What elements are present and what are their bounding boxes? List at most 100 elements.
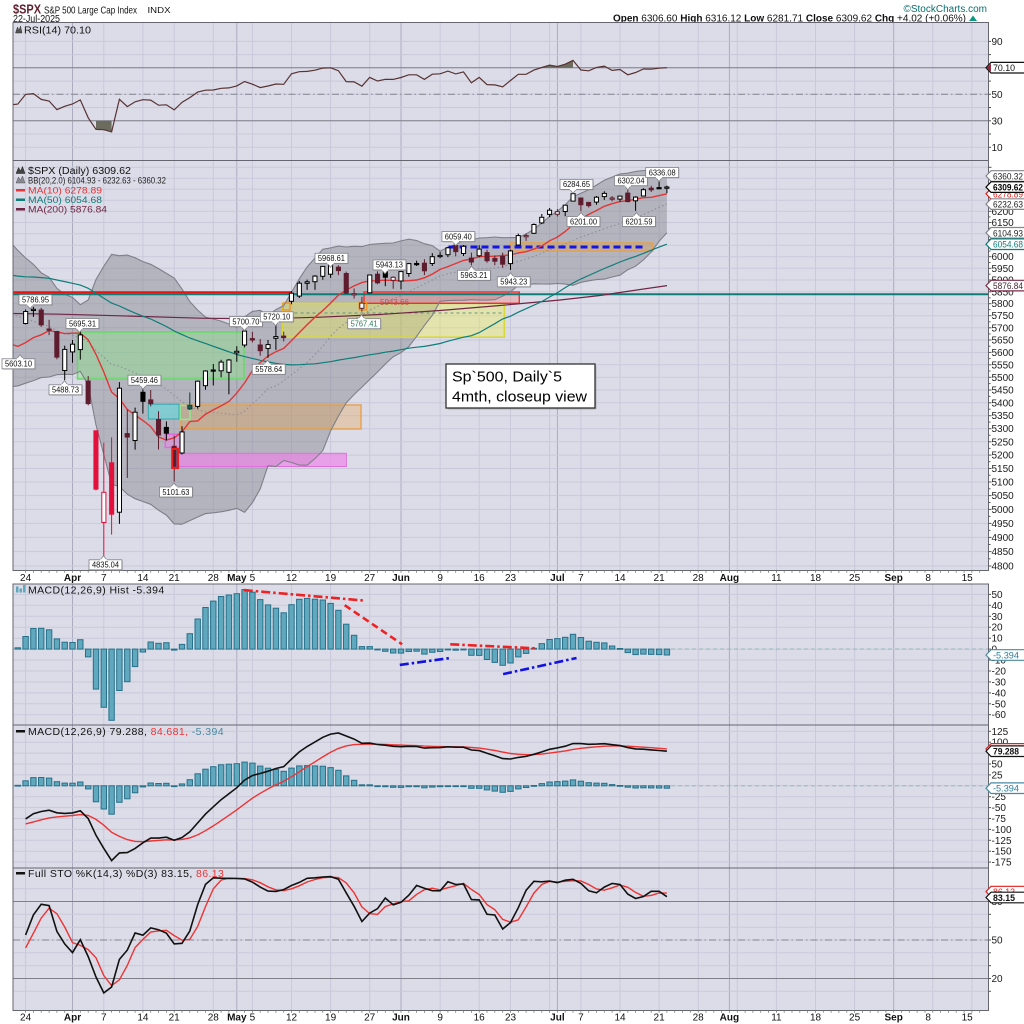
svg-text:5200: 5200 xyxy=(992,451,1015,462)
svg-text:MACD(12,26,9) Hist -5.394: MACD(12,26,9) Hist -5.394 xyxy=(28,585,165,597)
svg-text:7: 7 xyxy=(578,573,584,584)
svg-text:-75: -75 xyxy=(992,814,1007,825)
svg-text:6302.04: 6302.04 xyxy=(618,176,645,186)
svg-text:5968.61: 5968.61 xyxy=(318,253,345,263)
svg-text:5500: 5500 xyxy=(992,373,1015,384)
svg-text:19: 19 xyxy=(325,1013,337,1024)
svg-text:5963.21: 5963.21 xyxy=(460,270,487,280)
svg-text:50: 50 xyxy=(992,936,1004,947)
svg-text:5459.46: 5459.46 xyxy=(131,375,158,385)
svg-text:MA(200) 5876.84: MA(200) 5876.84 xyxy=(28,205,107,215)
svg-text:5600: 5600 xyxy=(992,348,1015,359)
svg-text:4835.04: 4835.04 xyxy=(92,560,119,570)
svg-text:4mth, closeup view: 4mth, closeup view xyxy=(452,390,588,406)
svg-text:-175: -175 xyxy=(992,858,1012,869)
svg-text:$SPX: $SPX xyxy=(13,2,41,17)
svg-text:5943.23: 5943.23 xyxy=(500,277,527,287)
svg-text:21: 21 xyxy=(654,573,666,584)
svg-text:30: 30 xyxy=(992,116,1004,127)
svg-text:5250: 5250 xyxy=(992,437,1015,448)
svg-text:27: 27 xyxy=(364,1013,376,1024)
svg-text:9: 9 xyxy=(437,1013,443,1024)
svg-text:4800: 4800 xyxy=(992,562,1015,573)
svg-text:5695.31: 5695.31 xyxy=(69,318,96,328)
svg-text:5943.13: 5943.13 xyxy=(376,260,403,270)
svg-text:28: 28 xyxy=(693,573,705,584)
svg-text:Full STO %K(14,3) %D(3) 83.15,: Full STO %K(14,3) %D(3) 83.15, 86.13 xyxy=(28,868,224,880)
svg-text:15: 15 xyxy=(962,573,974,584)
svg-text:5150: 5150 xyxy=(992,464,1015,475)
svg-text:-150: -150 xyxy=(992,847,1012,858)
svg-text:5650: 5650 xyxy=(992,336,1015,347)
svg-text:-125: -125 xyxy=(992,836,1012,847)
svg-text:6360.32: 6360.32 xyxy=(993,172,1023,182)
svg-text:4900: 4900 xyxy=(992,533,1015,544)
svg-text:Sep: Sep xyxy=(885,573,903,584)
svg-text:-5.394: -5.394 xyxy=(993,651,1019,661)
svg-text:6201.00: 6201.00 xyxy=(570,216,597,226)
svg-text:Sep: Sep xyxy=(885,1013,903,1024)
svg-text:16: 16 xyxy=(474,573,486,584)
svg-text:50: 50 xyxy=(992,590,1004,601)
svg-text:5: 5 xyxy=(250,573,256,584)
svg-text:5050: 5050 xyxy=(992,491,1015,502)
svg-text:5786.95: 5786.95 xyxy=(22,295,49,305)
svg-text:19: 19 xyxy=(325,573,337,584)
svg-text:14: 14 xyxy=(137,1013,149,1024)
svg-text:21: 21 xyxy=(169,573,181,584)
svg-text:MA(50) 6054.68: MA(50) 6054.68 xyxy=(28,195,102,205)
svg-text:-40: -40 xyxy=(992,688,1007,699)
svg-text:5000: 5000 xyxy=(992,505,1015,516)
svg-text:11: 11 xyxy=(771,1013,782,1024)
svg-text:6054.68: 6054.68 xyxy=(993,240,1023,250)
svg-text:5101.63: 5101.63 xyxy=(162,487,189,497)
svg-text:90: 90 xyxy=(992,37,1004,48)
svg-text:24: 24 xyxy=(20,1013,32,1024)
svg-text:8: 8 xyxy=(925,1013,931,1024)
svg-text:-50: -50 xyxy=(992,803,1007,814)
svg-text:May: May xyxy=(227,573,247,584)
svg-text:7: 7 xyxy=(101,573,107,584)
svg-text:5488.73: 5488.73 xyxy=(52,385,79,395)
svg-text:MA(10) 6278.89: MA(10) 6278.89 xyxy=(28,186,102,196)
svg-text:6232.63: 6232.63 xyxy=(993,200,1023,210)
svg-text:6104.93: 6104.93 xyxy=(993,228,1023,238)
svg-text:15: 15 xyxy=(962,1013,974,1024)
svg-text:25: 25 xyxy=(849,1013,861,1024)
svg-text:21: 21 xyxy=(169,1013,181,1024)
svg-text:5700: 5700 xyxy=(992,323,1015,334)
svg-text:May: May xyxy=(227,1013,247,1024)
svg-text:5800: 5800 xyxy=(992,299,1015,310)
svg-text:Jul: Jul xyxy=(550,1013,565,1024)
svg-text:50: 50 xyxy=(992,760,1004,771)
svg-text:-50: -50 xyxy=(992,699,1007,710)
svg-text:21: 21 xyxy=(654,1013,666,1024)
svg-text:-30: -30 xyxy=(992,677,1007,688)
svg-text:4950: 4950 xyxy=(992,519,1015,530)
svg-text:-60: -60 xyxy=(992,710,1007,721)
svg-text:Apr: Apr xyxy=(64,573,81,584)
svg-text:6201.59: 6201.59 xyxy=(626,216,653,226)
svg-text:7: 7 xyxy=(578,1013,584,1024)
svg-text:6059.40: 6059.40 xyxy=(445,231,472,241)
svg-text:MACD(12,26,9) 79.288, 84.681,: MACD(12,26,9) 79.288, 84.681, -5.394 xyxy=(28,726,224,738)
svg-text:BB(20,2.0) 6104.93 - 6232.63 -: BB(20,2.0) 6104.93 - 6232.63 - 6360.32 xyxy=(28,176,166,186)
svg-text:28: 28 xyxy=(208,1013,220,1024)
svg-text:5603.10: 5603.10 xyxy=(5,359,32,369)
svg-text:5550: 5550 xyxy=(992,360,1015,371)
svg-text:20: 20 xyxy=(992,974,1004,985)
svg-text:25: 25 xyxy=(992,770,1004,781)
svg-text:-20: -20 xyxy=(992,667,1007,678)
svg-text:14: 14 xyxy=(137,573,149,584)
svg-text:5450: 5450 xyxy=(992,386,1015,397)
svg-text:6150: 6150 xyxy=(992,218,1015,229)
svg-text:11: 11 xyxy=(771,573,782,584)
svg-text:5767.41: 5767.41 xyxy=(351,319,378,329)
svg-text:22-Jul-2025: 22-Jul-2025 xyxy=(13,14,60,25)
svg-text:7: 7 xyxy=(101,1013,107,1024)
svg-text:40: 40 xyxy=(992,601,1004,612)
svg-text:5950: 5950 xyxy=(992,264,1015,275)
svg-text:-100: -100 xyxy=(992,825,1012,836)
svg-text:125: 125 xyxy=(992,727,1009,738)
svg-text:5400: 5400 xyxy=(992,398,1015,409)
